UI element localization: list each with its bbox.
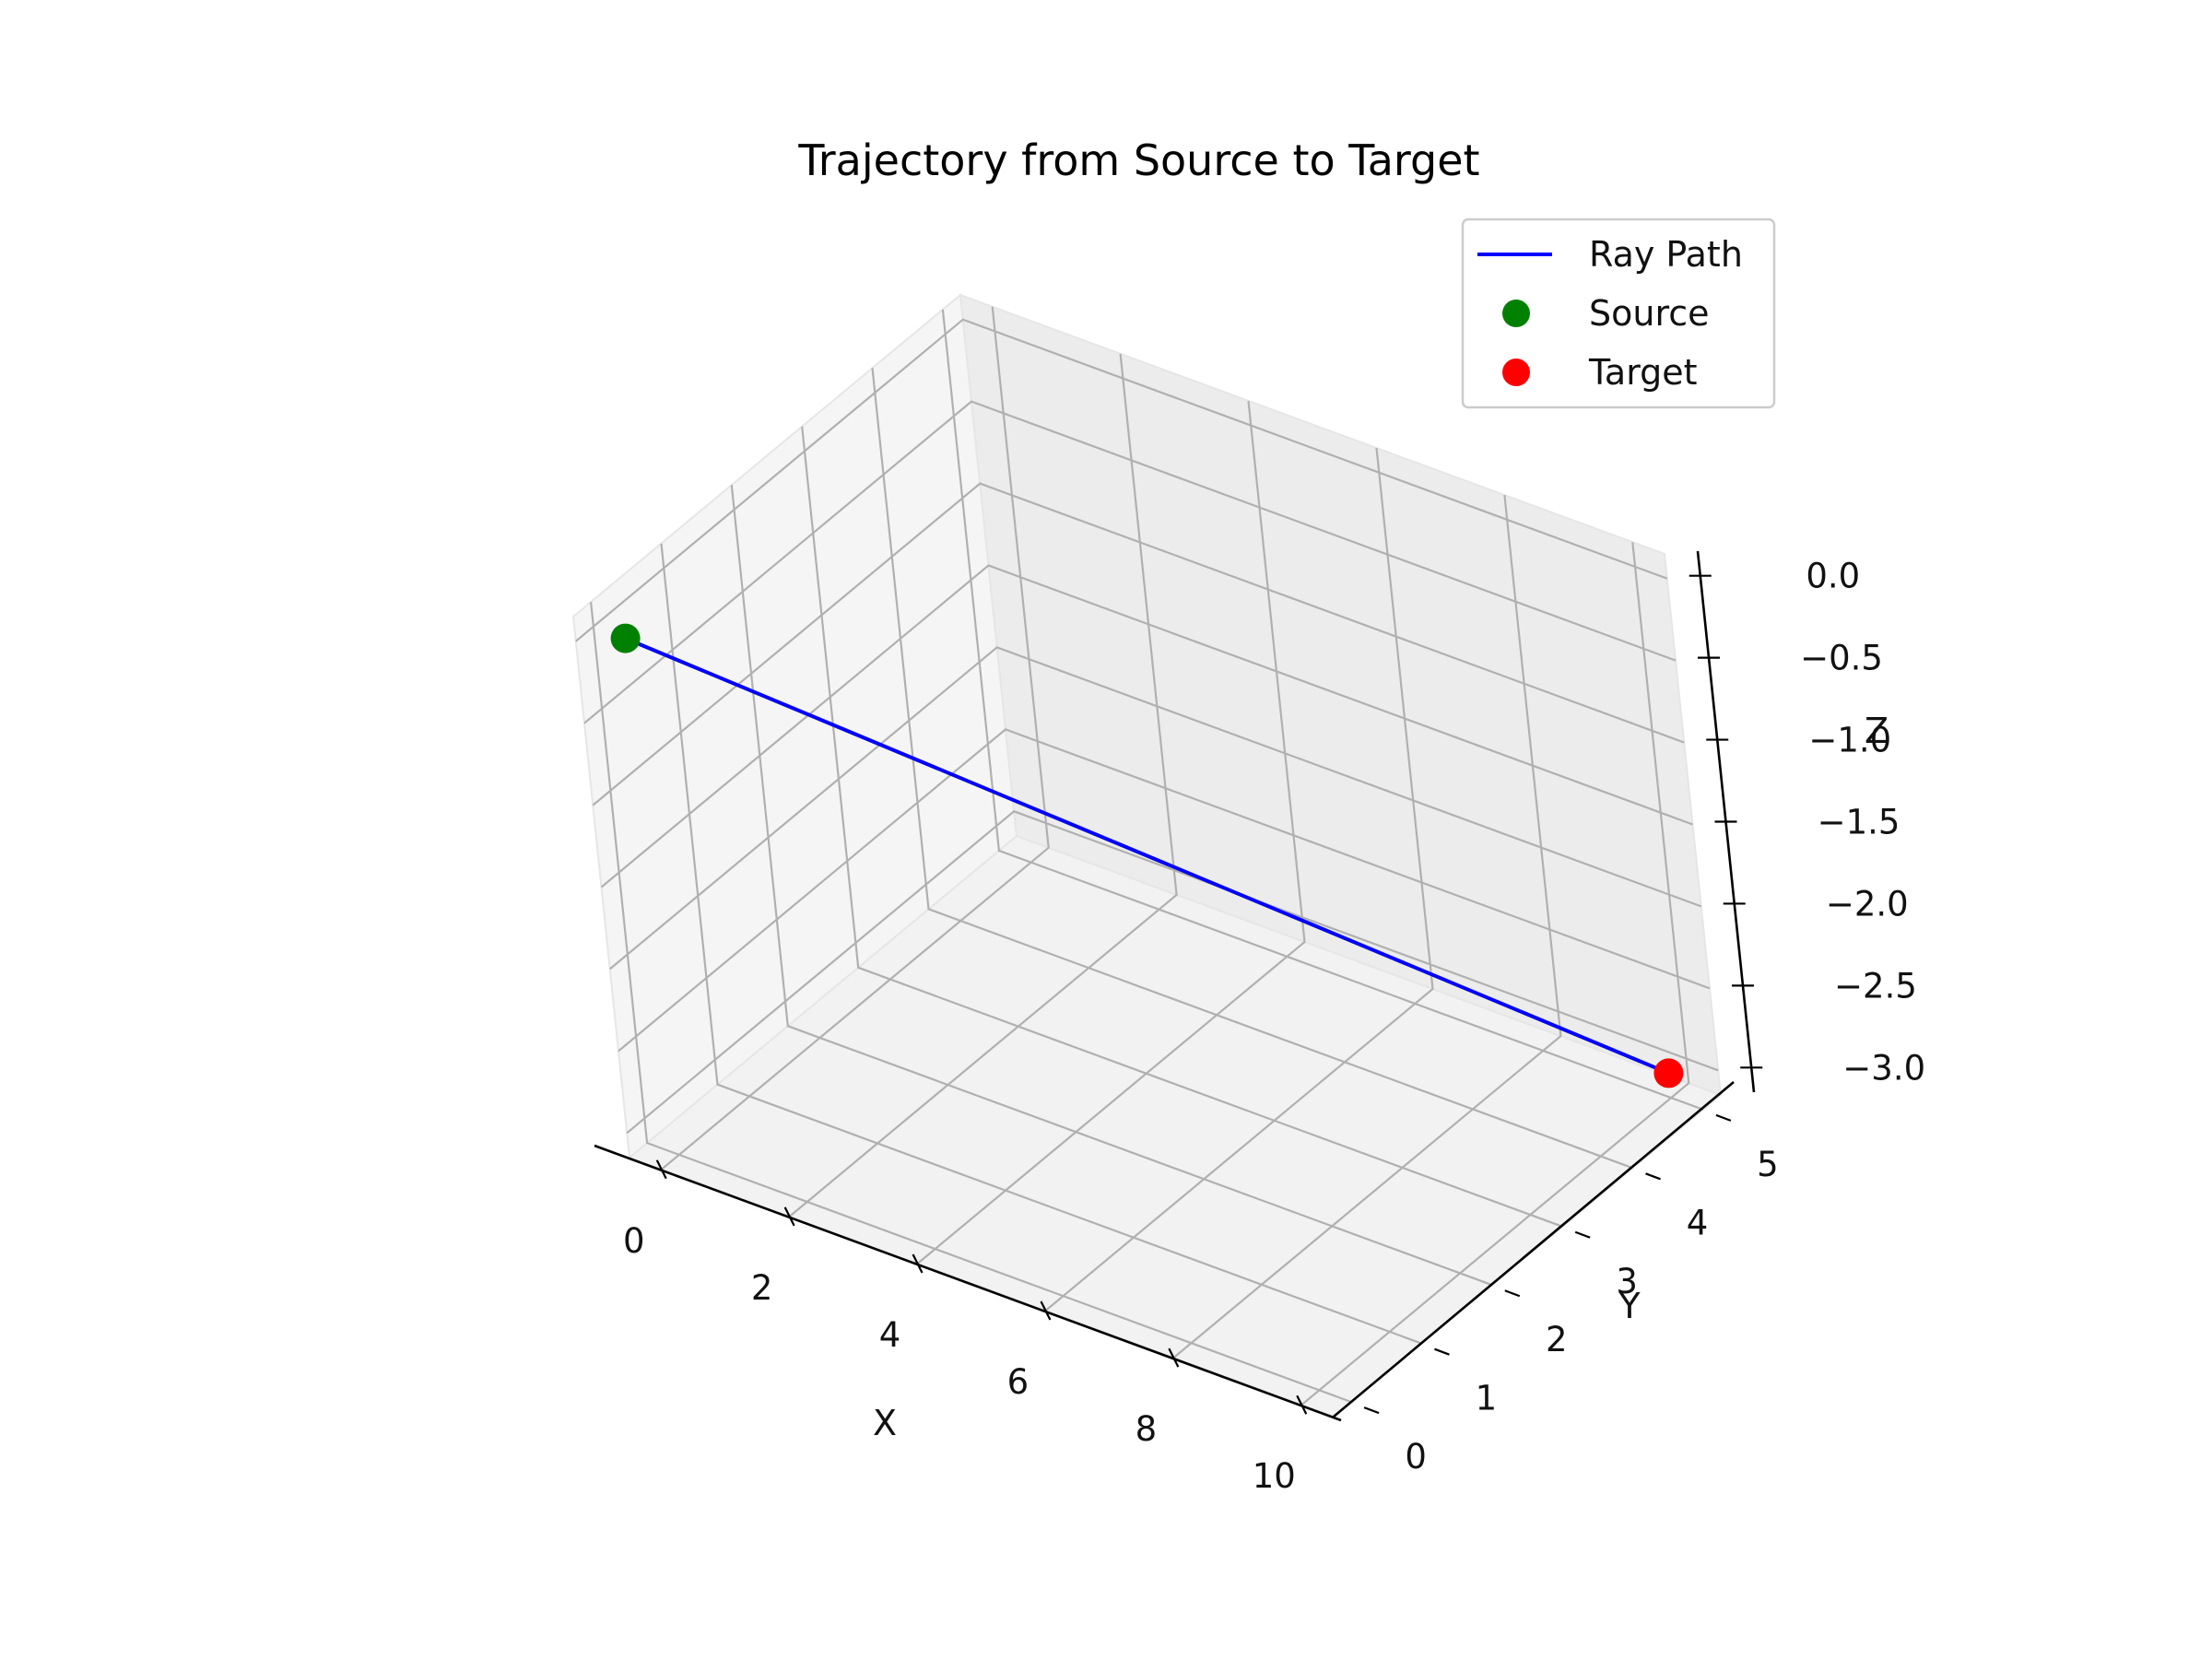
y-grid-line-0: [590, 601, 1352, 1404]
z-grid-line-6: [626, 810, 1719, 1135]
y-tick-0: [1363, 1406, 1380, 1415]
y-tick-label-2: 2: [1546, 1320, 1568, 1359]
legend-source-marker: [1502, 300, 1530, 327]
y-grid-line-5: [941, 309, 1704, 1111]
x-axis-line: [594, 1144, 1342, 1422]
legend-ray-path-label: Ray Path: [1589, 234, 1743, 275]
plot-area: [610, 623, 1684, 1088]
x-tick-label-4: 8: [1135, 1409, 1158, 1449]
x-tick-label-3: 6: [1007, 1362, 1030, 1402]
z-tick-label-4: −2.0: [1826, 884, 1909, 924]
z-tick-label-5: −2.5: [1834, 966, 1917, 1006]
z-tick-label-1: −0.5: [1800, 639, 1883, 678]
z-grid-line-4: [608, 646, 1702, 971]
x-tick-5: [1296, 1394, 1308, 1415]
y-axis-label: Y: [1618, 1286, 1641, 1326]
z-tick-label-3: −1.5: [1818, 803, 1900, 842]
x-grid-line-2: [916, 400, 1306, 1265]
y-grid-line-4: [871, 368, 1633, 1170]
y-grid-line-3: [801, 426, 1563, 1228]
y-axis-line: [1333, 1081, 1735, 1418]
x-tick-3: [1040, 1300, 1052, 1321]
z-grid-line-3: [600, 564, 1693, 888]
y-tick-2: [1504, 1289, 1521, 1298]
z-tick-label-6: −3.0: [1842, 1048, 1925, 1088]
z-axis-label: Z: [1865, 711, 1888, 751]
x-grid-line-1: [788, 353, 1178, 1218]
y-tick-label-4: 4: [1687, 1203, 1709, 1242]
x-grid-line-0: [660, 306, 1050, 1171]
x-grid-line-3: [1044, 447, 1434, 1312]
y-grid-line-2: [730, 485, 1493, 1287]
y-tick-3: [1574, 1230, 1591, 1239]
z-tick-label-0: 0.0: [1806, 557, 1860, 596]
x-axis-label: X: [873, 1403, 897, 1443]
x-tick-1: [783, 1206, 795, 1227]
x-tick-label-2: 4: [879, 1315, 901, 1355]
z-grid-line-0: [575, 318, 1668, 642]
y-tick-label-0: 0: [1405, 1437, 1427, 1477]
z-tick-label-2: −1.0: [1808, 721, 1891, 760]
z-grid-line-2: [592, 482, 1685, 806]
x-grid-line-4: [1172, 494, 1562, 1359]
y-tick-5: [1715, 1113, 1732, 1122]
x-tick-label-0: 0: [623, 1221, 645, 1261]
z-grid-line-5: [618, 728, 1711, 1053]
z-grid-line-1: [583, 400, 1677, 724]
legend: Ray Path Source Target: [1461, 218, 1776, 409]
y-tick-1: [1434, 1347, 1450, 1356]
chart-title: Trajectory from Source to Target: [797, 135, 1479, 185]
grid-lines: [575, 306, 1719, 1406]
x-grid-line-5: [1300, 542, 1690, 1406]
ray-path-line: [624, 636, 1670, 1076]
axis-ticks: 0 2 4 6 8 10 0 1 2 3 4 5 0.0 −0.5 −1.0 −1.5 −2.0 −2.5 −3.0: [623, 557, 1925, 1497]
legend-target-label: Target: [1588, 352, 1698, 393]
legend-source-label: Source: [1589, 293, 1710, 334]
source-point: [610, 623, 641, 653]
x-tick-label-5: 10: [1253, 1456, 1296, 1496]
y-tick-label-3: 3: [1616, 1262, 1638, 1301]
y-grid-line-1: [660, 543, 1422, 1345]
legend-frame: [1461, 218, 1776, 409]
x-tick-0: [655, 1159, 667, 1180]
legend-target-marker: [1502, 359, 1530, 386]
y-tick-label-5: 5: [1757, 1145, 1779, 1184]
target-point: [1653, 1058, 1684, 1088]
y-tick-label-1: 1: [1476, 1379, 1498, 1418]
y-tick-4: [1645, 1172, 1661, 1181]
x-tick-4: [1168, 1347, 1180, 1368]
x-tick-label-1: 2: [751, 1268, 773, 1308]
x-tick-2: [912, 1253, 924, 1274]
